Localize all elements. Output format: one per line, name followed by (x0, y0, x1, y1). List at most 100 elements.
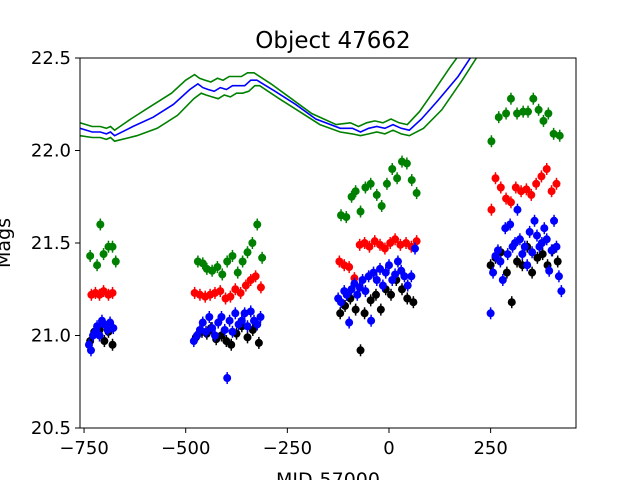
data-point-s1-35 (412, 237, 421, 246)
data-point-s3-69 (506, 220, 515, 229)
plot-frame (79, 57, 577, 429)
data-point-s3-17 (208, 324, 217, 333)
data-point-s3-54 (391, 270, 400, 279)
data-point-s3-78 (528, 248, 537, 257)
x-tick-label: −250 (263, 438, 312, 459)
data-point-s0-42 (528, 268, 537, 277)
data-point-s3-64 (493, 246, 502, 255)
data-point-s1-5 (108, 288, 117, 297)
data-point-s3-10 (109, 324, 118, 333)
data-point-s2-31 (388, 165, 397, 173)
data-point-s3-37 (342, 290, 351, 299)
data-point-s3-18 (210, 331, 219, 340)
data-point-s1-16 (241, 281, 250, 290)
data-point-s2-30 (382, 179, 391, 188)
data-point-s3-22 (223, 374, 232, 383)
model-curve-2 (80, 58, 458, 132)
data-point-s1-11 (216, 287, 225, 296)
data-point-s3-83 (540, 224, 549, 233)
data-point-s3-30 (246, 307, 255, 316)
data-point-s3-84 (542, 235, 551, 244)
y-tick-label: 21.0 (31, 326, 71, 347)
data-point-s2-1 (93, 261, 102, 270)
data-point-s3-32 (253, 320, 262, 329)
data-point-s2-18 (248, 239, 257, 247)
data-point-s3-50 (378, 281, 387, 290)
data-point-s1-18 (251, 272, 260, 281)
data-point-s2-34 (402, 159, 411, 168)
data-point-s1-31 (391, 235, 400, 244)
data-point-s2-37 (487, 137, 496, 146)
data-point-s2-40 (506, 94, 515, 103)
data-point-s3-59 (407, 272, 416, 281)
data-point-s1-13 (226, 292, 235, 301)
data-point-s3-4 (93, 322, 102, 331)
x-tick-label: −500 (161, 438, 210, 459)
data-point-s3-5 (95, 331, 104, 340)
data-point-s0-26 (371, 290, 380, 299)
data-point-s3-35 (337, 298, 346, 307)
data-point-s3-66 (498, 276, 507, 284)
data-point-s3-16 (205, 313, 214, 321)
data-point-s1-29 (380, 244, 389, 253)
data-point-s2-0 (86, 251, 95, 260)
data-point-s3-80 (532, 231, 541, 240)
data-point-s3-77 (525, 227, 534, 236)
data-point-s2-39 (502, 109, 511, 118)
data-point-s2-32 (393, 174, 402, 183)
data-point-s3-62 (489, 268, 498, 277)
data-point-s3-51 (381, 268, 390, 277)
data-point-s2-3 (99, 250, 108, 259)
data-point-s3-49 (376, 264, 385, 273)
data-point-s2-38 (494, 113, 503, 122)
data-point-s3-61 (486, 309, 495, 318)
data-point-s0-3 (100, 337, 109, 346)
data-point-s3-1 (86, 346, 95, 355)
data-point-s2-46 (539, 116, 548, 125)
data-point-s1-46 (537, 172, 546, 181)
data-point-s3-79 (530, 216, 539, 225)
data-point-s3-25 (231, 309, 240, 318)
data-point-s1-49 (552, 179, 561, 188)
data-point-s3-58 (403, 281, 412, 290)
data-point-s3-52 (384, 261, 393, 270)
data-point-s3-57 (400, 272, 409, 281)
data-point-s2-45 (534, 105, 543, 114)
data-point-s3-43 (358, 276, 367, 284)
data-point-s2-27 (366, 179, 375, 188)
data-point-s2-15 (233, 268, 242, 277)
data-point-s2-13 (223, 257, 232, 266)
data-point-s2-35 (407, 176, 416, 185)
data-point-s3-72 (513, 205, 522, 214)
x-tick-label: 0 (383, 438, 394, 459)
data-point-s0-23 (356, 346, 365, 355)
y-axis-ticks: 20.5 21.0 21.5 22.0 22.5 (31, 48, 80, 439)
data-point-s0-47 (553, 257, 562, 266)
data-point-s2-17 (243, 248, 252, 257)
data-point-s3-42 (355, 283, 364, 292)
y-tick-label: 20.5 (31, 418, 71, 439)
data-point-s0-33 (409, 298, 418, 307)
data-point-s0-29 (387, 290, 396, 299)
data-point-s2-28 (372, 190, 381, 199)
data-point-s0-31 (397, 285, 406, 294)
data-point-s0-19 (336, 309, 345, 318)
data-point-s1-36 (487, 205, 496, 214)
data-point-s3-68 (503, 250, 512, 259)
data-point-s3-15 (202, 327, 211, 336)
data-point-s2-2 (96, 220, 105, 229)
data-point-s2-41 (513, 109, 522, 118)
data-point-s3-24 (228, 327, 237, 336)
data-point-s2-36 (412, 189, 421, 198)
data-point-s2-6 (111, 257, 120, 266)
data-point-s3-27 (237, 316, 246, 325)
x-axis-ticks: −750 −500 −250 0 250 (59, 428, 508, 459)
data-point-s1-40 (506, 198, 515, 207)
data-point-s3-38 (345, 318, 354, 327)
data-point-s3-13 (195, 325, 204, 334)
data-point-s3-29 (243, 322, 252, 331)
data-point-s3-87 (550, 216, 559, 225)
data-point-s0-32 (403, 294, 412, 303)
model-curve-0 (80, 58, 472, 137)
data-point-s3-20 (217, 313, 226, 321)
